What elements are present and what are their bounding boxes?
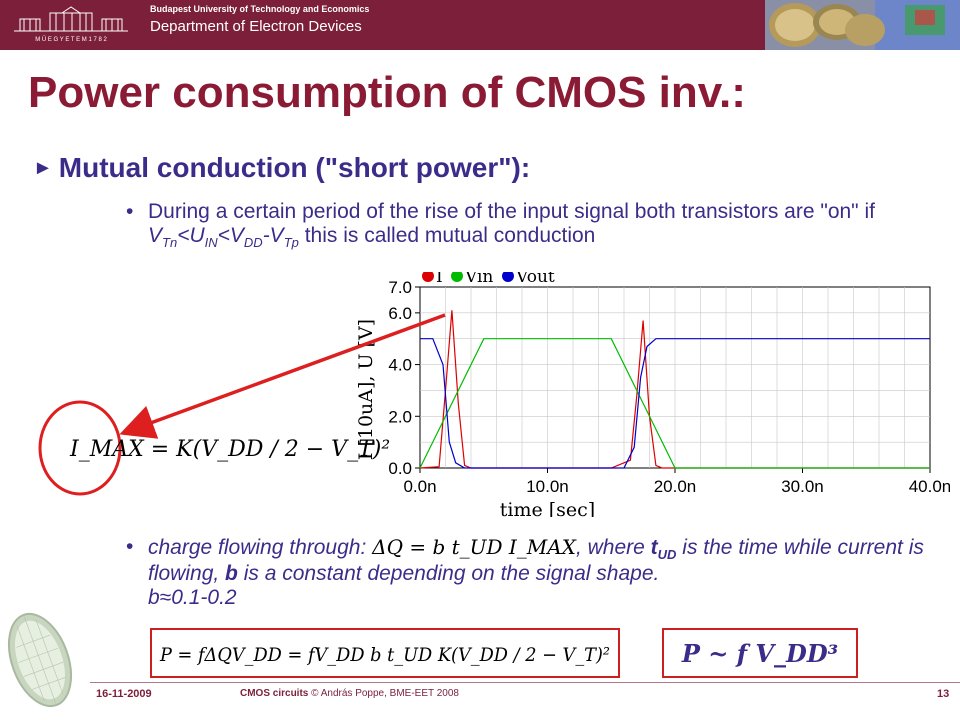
x-tick-label: 30.0n (781, 477, 824, 496)
x-tick-label: 10.0n (526, 477, 569, 496)
imax-formula: I_MAX = K(V_DD / 2 − V_T)² (69, 437, 390, 462)
logo-text: M Ű E G Y E T E M 1 7 8 2 (35, 36, 107, 43)
power-scaling: P ~ f V_DD³ (681, 638, 839, 668)
highlight-circle (38, 400, 122, 496)
subheading-text: Mutual conduction ("short power"): (58, 152, 531, 183)
chart-legend: I Vin Vout (422, 272, 555, 287)
bullet-dot-icon: • (126, 535, 134, 558)
footer-course: CMOS circuits (240, 688, 309, 699)
department-name: Department of Electron Devices (150, 18, 362, 35)
series-line-vin (419, 338, 930, 469)
y-tick-label: 0.0 (388, 459, 412, 478)
bullet2-text: charge flowing through: (148, 536, 373, 559)
legend-marker-vout (502, 272, 514, 282)
y-tick-label: 2.0 (388, 407, 412, 426)
y-tick-label: 7.0 (388, 278, 412, 297)
x-tick-label: 40.0n (909, 477, 950, 496)
footer-credit: CMOS circuits © András Poppe, BME-EET 20… (240, 688, 459, 699)
x-tick-label: 20.0n (654, 477, 697, 496)
bullet2-text-mid: is the time while current is flowing, (148, 536, 924, 585)
bullet-charge: • charge flowing through: ΔQ = b t_UD I_… (126, 535, 948, 610)
legend-label-i: I (436, 272, 443, 287)
bullet2-approx: b≈0.1-0.2 (148, 586, 237, 609)
footer-divider (90, 682, 960, 683)
y-tick-label: 6.0 (388, 304, 412, 323)
power-scaling-box: P ~ f V_DD³ (662, 628, 858, 678)
legend-marker-vin (451, 272, 463, 282)
bullet1-tn: Tn (162, 235, 178, 250)
bullet1-text: During a certain period of the rise of t… (148, 200, 875, 223)
bullet1-minus: -V (262, 224, 284, 247)
power-formula-svg: P = fΔQV_DD = fV_DD b t_UD K(V_DD / 2 − … (159, 644, 610, 666)
bullet2-t: t (650, 536, 658, 559)
bullet1-lt1: <U (177, 224, 205, 247)
legend-label-vin: Vin (464, 272, 493, 287)
bullet-dot-icon: • (126, 200, 134, 223)
legend-label-vout: Vout (515, 272, 555, 287)
plot-area: 0.0n 10.0n 20.0n 30.0n 40.0n 0.0 2.0 4.0 6.0 7.0 t… (388, 278, 950, 517)
footer-date: 16-11-2009 (96, 688, 152, 700)
university-name: Budapest University of Technology and Ec… (150, 4, 370, 14)
power-formula-box: P = fΔQV_DD = fV_DD b t_UD K(V_DD / 2 − … (150, 628, 620, 678)
header-banner: M Ű E G Y E T E M 1 7 8 2 Budapest Unive… (0, 0, 960, 50)
x-tick-label: 0.0n (403, 477, 436, 496)
wafer-image (7, 612, 73, 708)
page-number: 13 (937, 688, 950, 700)
bullet2-ud: UD (657, 547, 677, 562)
bullet1-dd: DD (243, 235, 263, 250)
subheading: ► Mutual conduction ("short power"): (33, 152, 530, 184)
legend-marker-i (422, 272, 434, 282)
chip-wafer-image (765, 0, 960, 50)
power-formula: P = fΔQV_DD = fV_DD b t_UD K(V_DD / 2 − … (159, 644, 610, 666)
bullet2-where: , where (575, 536, 651, 559)
slide-title: Power consumption of CMOS inv.: (28, 68, 746, 117)
bullet1-tp: Tp (283, 235, 299, 250)
bullet1-text-end: this is called mutual conduction (298, 224, 596, 247)
university-logo: M Ű E G Y E T E M 1 7 8 2 (10, 5, 132, 45)
dq-formula: ΔQ = b t_UD I_MAX (372, 535, 576, 559)
bullet1-lt2: <V (217, 224, 244, 247)
bullet2-b: b (225, 562, 238, 585)
footer-author: © András Poppe, BME-EET 2008 (308, 688, 459, 699)
bullet1-in: IN (204, 235, 218, 250)
bullet1-v: V (148, 224, 163, 247)
x-axis-label: time [sec] (500, 499, 595, 517)
imax-formula-block: I_MAX = K(V_DD / 2 − V_T)² (38, 400, 390, 496)
bullet2-text-end: is a constant depending on the signal sh… (237, 562, 660, 585)
waveform-chart: I Vin Vout I [10uA], U [V] 0.0n 10.0n 20.0n 3… (355, 272, 950, 517)
triangle-bullet-icon: ► (33, 157, 53, 179)
y-tick-label: 4.0 (388, 356, 412, 375)
bullet-mutual-conduction: • During a certain period of the rise of… (126, 200, 908, 250)
